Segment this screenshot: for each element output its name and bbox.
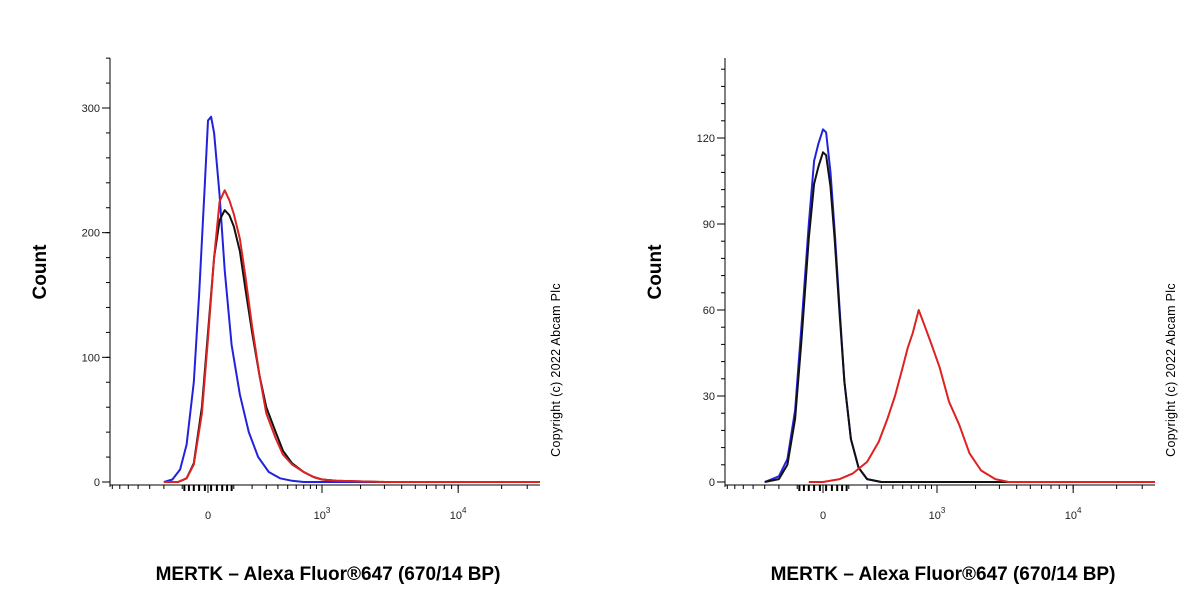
histogram-chart-left: Count MERTK – Alexa Fluor®647 (670/14 BP… bbox=[30, 57, 563, 585]
y-tick-label: 120 bbox=[697, 133, 715, 145]
y-tick-label: 200 bbox=[82, 228, 100, 240]
x-tick-exponent: 4 bbox=[1077, 506, 1082, 515]
x-axis-label: MERTK – Alexa Fluor®647 (670/14 BP) bbox=[771, 564, 1116, 585]
x-tick-exponent: 3 bbox=[941, 506, 946, 515]
copyright-notice: Copyright (c) 2022 Abcam Plc bbox=[549, 283, 563, 457]
series-line-2 bbox=[764, 151, 1155, 483]
series-line-3 bbox=[808, 309, 1155, 483]
x-tick-label: 104 bbox=[450, 506, 467, 522]
series-line-3 bbox=[163, 189, 540, 483]
y-tick-label: 300 bbox=[82, 103, 100, 115]
series-line-2 bbox=[163, 209, 540, 483]
x-tick-exponent: 4 bbox=[462, 506, 467, 515]
x-tick-label: 103 bbox=[314, 506, 331, 522]
x-tick-label: 0 bbox=[205, 510, 211, 522]
x-tick-label: 104 bbox=[1065, 506, 1082, 522]
x-axis-label: MERTK – Alexa Fluor®647 (670/14 BP) bbox=[156, 564, 501, 585]
x-tick-exponent: 3 bbox=[326, 506, 331, 515]
series-line-1 bbox=[163, 115, 540, 483]
x-tick-label: 0 bbox=[820, 510, 826, 522]
y-tick-label: 60 bbox=[703, 305, 715, 317]
y-tick-label: 0 bbox=[94, 477, 100, 489]
y-axis-label: Count bbox=[645, 244, 666, 300]
y-axis-label: Count bbox=[30, 244, 51, 300]
histogram-panel-left: Count MERTK – Alexa Fluor®647 (670/14 BP… bbox=[30, 57, 563, 585]
y-tick-label: 100 bbox=[82, 352, 100, 364]
histogram-chart-right: Count MERTK – Alexa Fluor®647 (670/14 BP… bbox=[645, 58, 1178, 585]
plot-area: 0 30 60 90 120 0 103 104 bbox=[697, 58, 1155, 522]
y-tick-label: 30 bbox=[703, 391, 715, 403]
x-tick-label: 103 bbox=[929, 506, 946, 522]
plot-area: 0 100 200 300 0 103 104 bbox=[82, 57, 540, 522]
y-tick-label: 90 bbox=[703, 219, 715, 231]
copyright-notice: Copyright (c) 2022 Abcam Plc bbox=[1164, 283, 1178, 457]
y-tick-label: 0 bbox=[709, 477, 715, 489]
histogram-panel-right: Count MERTK – Alexa Fluor®647 (670/14 BP… bbox=[615, 0, 1200, 600]
y-axis-title: Count bbox=[30, 244, 51, 300]
